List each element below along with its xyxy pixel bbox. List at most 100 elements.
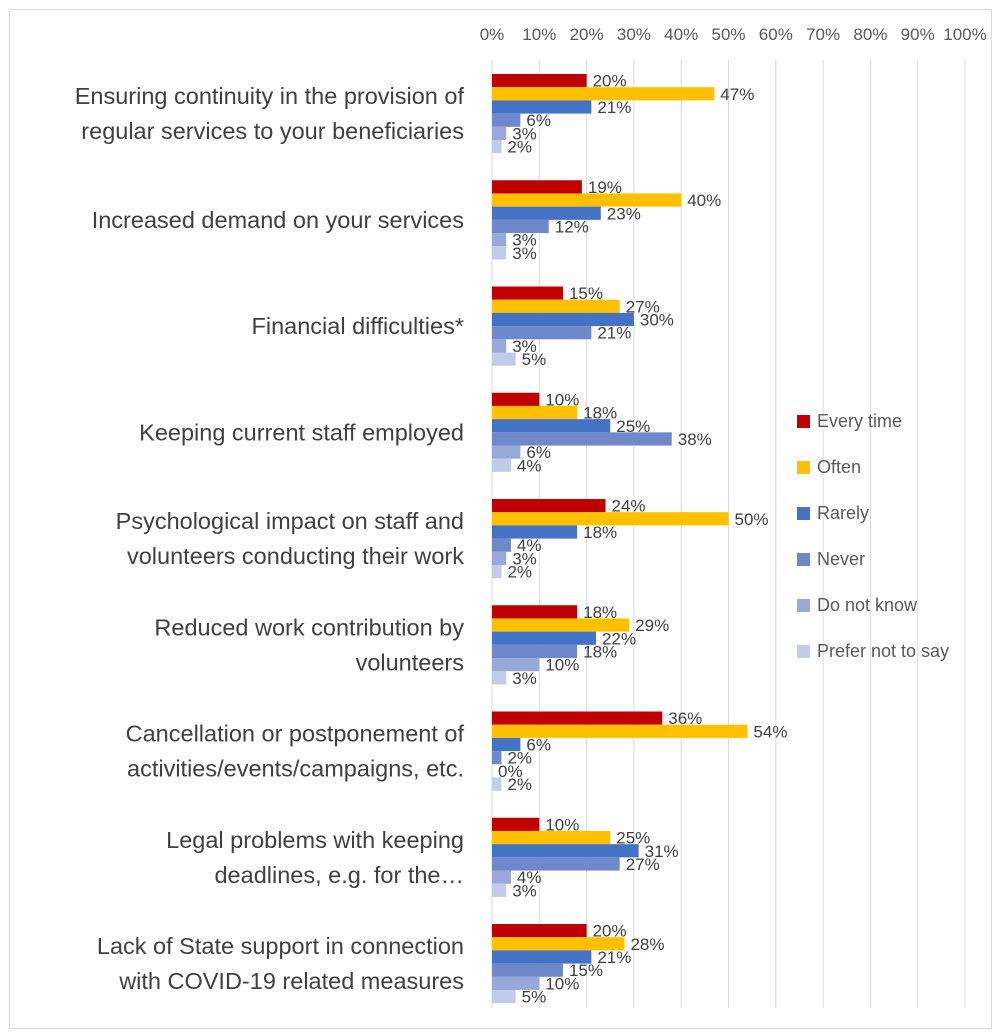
data-label: 6% [526,443,551,462]
data-label: 40% [687,191,721,210]
bar-prefer-not-to-say [492,671,507,685]
bar-every-time [492,924,587,938]
bar-often [492,87,715,101]
x-tick-label: 100% [943,25,986,44]
legend-swatch [797,460,810,474]
data-label: 18% [583,603,617,622]
bar-every-time [492,711,663,725]
legend-label: Rarely [817,502,870,523]
data-labels: 20%19%15%10%24%18%36%10%20%47%40%27%18%5… [498,72,787,1007]
bar-every-time [492,817,540,831]
bar-never [492,644,578,659]
bar-do-not-know [492,233,507,247]
x-tick-label: 30% [617,25,651,44]
legend-item: Do not know [797,582,949,628]
legend-item: Never [797,536,949,582]
data-label: 2% [507,138,532,157]
data-label: 29% [635,616,669,635]
category-label: activities/events/campaigns, etc. [127,756,464,782]
legend-item: Often [797,444,949,490]
x-tick-label: 80% [853,25,887,44]
legend-label: Do not know [817,594,918,615]
bar-never [492,751,502,765]
data-label: 12% [555,217,589,236]
bar-often [492,937,625,951]
data-label: 23% [607,204,641,223]
category-label: Psychological impact on staff and [116,508,464,534]
data-label: 3% [512,244,537,263]
category-label: Ensuring continuity in the provision of [75,83,465,109]
data-label: 25% [616,829,650,848]
bar-rarely [492,737,521,752]
data-label: 10% [545,656,579,675]
data-label: 3% [512,669,537,688]
data-label: 28% [630,935,664,954]
bar-prefer-not-to-say [492,352,516,366]
data-label: 21% [597,98,631,117]
data-label: 18% [583,404,617,423]
legend-swatch [797,552,810,566]
data-label: 3% [512,549,537,568]
bar-often [492,830,611,845]
category-labels: Ensuring continuity in the provision of r… [75,83,465,994]
category-label: regular services to your beneficiaries [81,118,464,144]
data-label: 20% [593,922,627,941]
bar-every-time [492,605,578,619]
data-label: 38% [678,430,712,449]
x-tick-label: 60% [759,25,793,44]
bar-rarely [492,525,578,539]
bar-never [492,113,521,127]
data-label: 5% [522,988,547,1007]
bar-every-time [492,180,582,194]
legend-label: Every time [817,410,903,431]
data-label: 6% [526,111,551,130]
data-label: 50% [735,510,769,529]
bar-rarely [492,950,592,964]
category-label: volunteers [356,649,464,675]
x-axis-ticks: 0% 10% 20% 30% 40% 50% 60% 70% 80% 90% 100% [480,25,987,44]
x-tick-label: 0% [480,25,505,44]
x-tick-label: 50% [711,25,745,44]
data-label: 31% [645,842,679,861]
data-label: 4% [517,868,542,887]
bar-rarely [492,206,601,220]
bar-prefer-not-to-say [492,883,507,897]
bar-never [492,326,592,340]
legend-swatch [797,414,810,428]
data-label: 30% [640,311,674,330]
bar-do-not-know [492,445,521,459]
data-label: 3% [512,337,537,356]
bar-every-time [492,74,587,88]
data-label: 24% [612,497,646,516]
legend-item: Every time [797,398,949,444]
data-label: 4% [517,536,542,555]
category-label: Reduced work contribution by [154,614,464,640]
data-label: 27% [626,855,660,874]
data-label: 21% [597,948,631,967]
bar-do-not-know [492,339,507,353]
data-label: 3% [512,124,537,143]
legend-item: Prefer not to say [797,628,949,674]
bar-never [492,219,549,234]
legend-swatch [797,644,810,658]
x-tick-label: 40% [664,25,698,44]
data-label: 15% [569,961,603,980]
bar-never [492,963,563,977]
bar-rarely [492,844,639,858]
category-label: Keeping current staff employed [139,419,464,445]
data-label: 15% [569,284,603,303]
bar-never [492,432,672,446]
bar-every-time [492,499,606,513]
bar-never [492,857,620,871]
bar-do-not-know [492,870,511,884]
category-label: with COVID-19 related measures [118,968,464,994]
data-label: 54% [753,722,787,741]
data-label: 47% [720,85,754,104]
legend-item: Rarely [797,490,949,536]
bars [492,74,748,1004]
data-label: 22% [602,629,636,648]
bar-every-time [492,392,540,406]
data-label: 10% [545,974,579,993]
x-tick-label: 10% [522,25,556,44]
